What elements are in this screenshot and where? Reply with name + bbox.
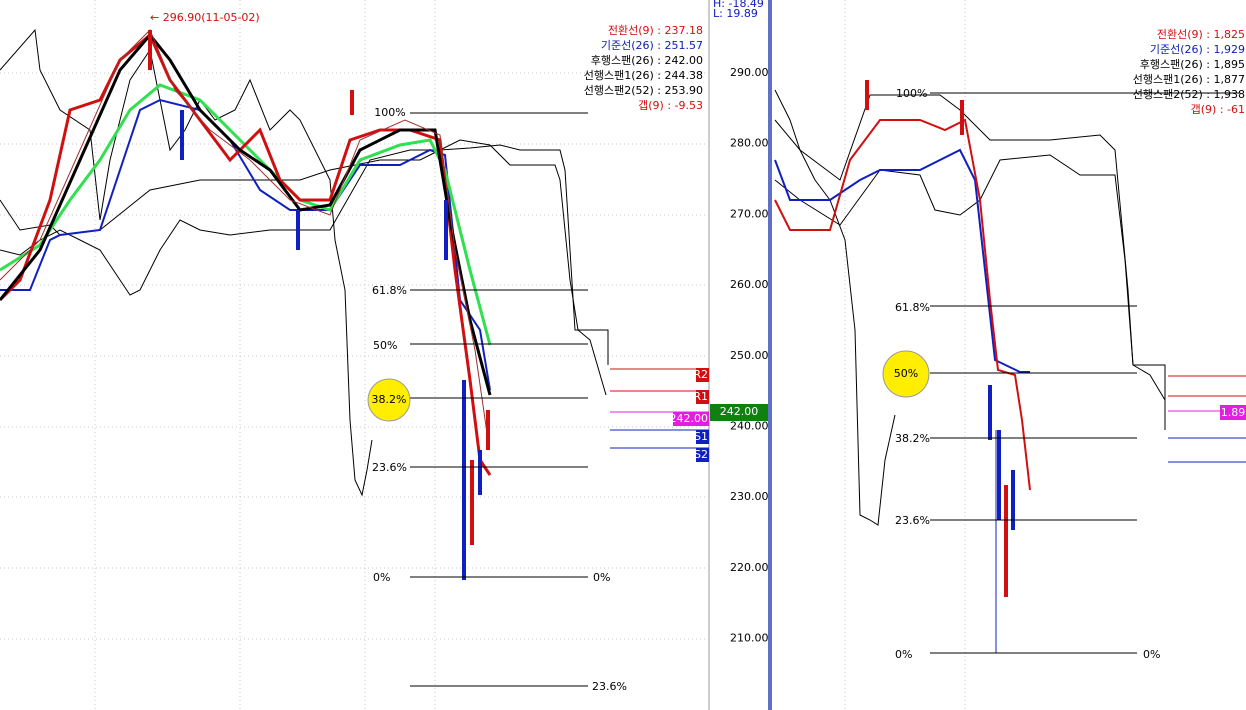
legend-entry: 기준선(26) : 251.57 xyxy=(601,39,703,52)
price-label: 210.00 xyxy=(730,632,769,645)
fib-label: 100% xyxy=(896,87,927,100)
level-label: S1 xyxy=(694,430,708,443)
level-label: R1 xyxy=(693,390,708,403)
highlight-circle xyxy=(882,350,930,398)
level-box xyxy=(673,412,709,426)
fib-label: 50% xyxy=(894,367,918,380)
level-box xyxy=(696,448,709,462)
fib-label: 0% xyxy=(895,648,912,661)
fib-label: 0% xyxy=(1143,648,1160,661)
fib-label: 61.8% xyxy=(372,284,407,297)
fib-label: 0% xyxy=(373,571,390,584)
lagging-span xyxy=(0,28,373,497)
candle xyxy=(462,380,466,580)
base-line xyxy=(774,148,1030,373)
panel-divider xyxy=(768,0,772,710)
left-candles xyxy=(148,30,490,580)
legend-entry: 선행스팬2(52) : 1,938 xyxy=(1133,88,1245,101)
candle xyxy=(296,210,300,250)
price-label: 240.00 xyxy=(730,420,769,433)
leading-span-1 xyxy=(774,154,1166,401)
moving-average xyxy=(0,32,492,396)
moving-average xyxy=(0,29,489,441)
candle xyxy=(486,410,490,450)
peak-label: ← 296.90(11-05-02) xyxy=(150,11,260,24)
price-label: 290.00 xyxy=(730,66,769,79)
level-box xyxy=(696,368,709,382)
candle xyxy=(1004,485,1008,597)
level-box xyxy=(696,430,709,444)
current-price-box xyxy=(710,404,768,421)
hl-label: H: -18.49 xyxy=(713,0,764,10)
highlight-circle xyxy=(367,378,411,422)
legend-entry: 선행스팬2(52) : 253.90 xyxy=(584,84,703,97)
fib-label: 100% xyxy=(374,106,405,119)
leading-span-2 xyxy=(0,144,609,365)
legend-entry: 후행스팬(26) : 1,895 xyxy=(1140,58,1245,71)
candle xyxy=(180,110,184,160)
right-fib-lines xyxy=(930,92,1246,654)
candle xyxy=(470,460,474,545)
fib-label: 38.2% xyxy=(372,393,407,406)
legend-entry: 전환선(9) : 237.18 xyxy=(608,24,703,37)
level-label: R2 xyxy=(693,368,708,381)
fib-label: 38.2% xyxy=(895,432,930,445)
fib-label: 23.6% xyxy=(592,680,627,693)
candle xyxy=(1011,470,1015,530)
price-label: 250.00 xyxy=(730,349,769,362)
price-label: 260.00 xyxy=(730,278,769,291)
legend-entry: 후행스팬(26) : 242.00 xyxy=(591,54,703,67)
level-box xyxy=(1220,405,1246,420)
candle xyxy=(865,80,869,110)
price-label: 270.00 xyxy=(730,207,769,220)
left-fib-lines xyxy=(410,112,709,687)
legend-entry: 전환선(9) : 1,825 xyxy=(1157,28,1245,41)
current-price: 242.00 xyxy=(720,405,759,418)
price-label: 280.00 xyxy=(730,137,769,150)
legend-entry: 갭(9) : -61 xyxy=(1191,103,1245,116)
level-box xyxy=(696,390,709,404)
right-lines xyxy=(774,80,1166,653)
legend-entry: 기준선(26) : 1,929 xyxy=(1150,43,1245,56)
lagging-span xyxy=(774,89,896,526)
candle xyxy=(478,450,482,495)
candle xyxy=(148,30,152,70)
legend-entry: 선행스팬1(26) : 1,877 xyxy=(1133,73,1245,86)
candle xyxy=(988,385,992,440)
candle xyxy=(960,100,964,135)
fib-label: 23.6% xyxy=(372,461,407,474)
hl-label: L: 19.89 xyxy=(713,7,758,20)
candle xyxy=(444,200,448,260)
legend-entry: 갭(9) : -9.53 xyxy=(638,99,703,112)
base-line xyxy=(0,98,491,391)
price-label: 220.00 xyxy=(730,561,769,574)
legend-entry: 선행스팬1(26) : 244.38 xyxy=(584,69,703,82)
fib-label: 61.8% xyxy=(895,301,930,314)
price-label: 230.00 xyxy=(730,490,769,503)
conversion-line xyxy=(774,118,1031,491)
level-label: S2 xyxy=(694,448,708,461)
candle xyxy=(997,430,1001,520)
fib-label: 50% xyxy=(373,339,397,352)
fib-label: 23.6% xyxy=(895,514,930,527)
candle xyxy=(350,90,354,115)
level-label: 242.00 xyxy=(670,412,709,425)
level-label: 1.89 xyxy=(1221,406,1246,419)
fib-label: 0% xyxy=(593,571,610,584)
